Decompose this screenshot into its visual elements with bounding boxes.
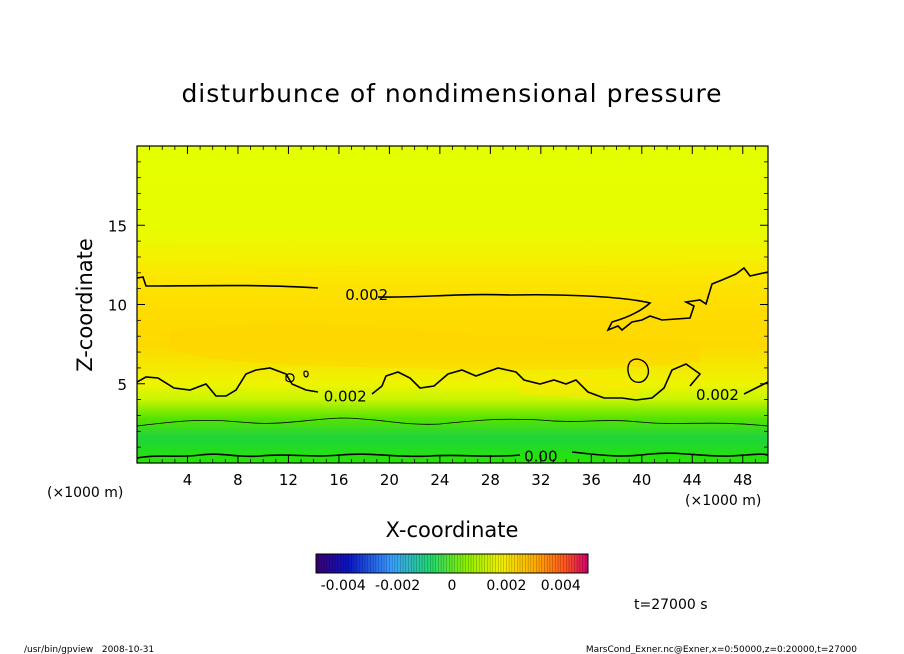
x-tick-label: 20 [380, 471, 399, 489]
contour-upper-0.002 [137, 266, 768, 332]
contour-closed-0.002 [627, 358, 650, 383]
colorbar-tick-label: 0.002 [486, 578, 526, 594]
x-tick-label: 4 [183, 471, 193, 489]
contour-thin [137, 417, 768, 427]
x-unit-label: (×1000 m) [685, 493, 761, 509]
colorbar-tick-label: -0.004 [321, 578, 366, 594]
chart-title: disturbunce of nondimensional pressure [181, 79, 722, 108]
time-label: t=27000 s [634, 597, 708, 613]
footer-left: /usr/bin/gpview 2008-10-31 [24, 645, 154, 654]
x-axis-label: X-coordinate [386, 518, 519, 542]
x-tick-label: 44 [683, 471, 702, 489]
y-tick-label: 5 [117, 376, 127, 394]
contour-label: 0.002 [345, 286, 388, 304]
colorbar-tick-label: -0.002 [375, 578, 420, 594]
colorbar-ticks: -0.004 -0.002 0 0.002 0.004 [321, 578, 581, 594]
colorbar: -0.004 -0.002 0 0.002 0.004 [315, 553, 589, 594]
colorbar-tick-label: 0 [448, 578, 457, 594]
y-tick-label: 15 [108, 217, 127, 235]
x-tick-label: 24 [430, 471, 449, 489]
y-unit-label: (×1000 m) [47, 485, 123, 501]
colorbar-frame [315, 553, 589, 574]
y-tick-label: 10 [108, 297, 127, 315]
contour-bottom-0.00 [137, 451, 768, 459]
colorbar-tick-label: 0.004 [541, 578, 581, 594]
footer-right: MarsCond_Exner.nc@Exner,x=0:50000,z=0:20… [586, 645, 857, 654]
contour-label: 0.002 [696, 386, 739, 404]
y-axis: 5 10 15 [108, 161, 768, 448]
contour-lower-0.002 [137, 363, 768, 401]
y-axis-label: Z-coordinate [73, 238, 97, 372]
x-tick-label: 12 [279, 471, 298, 489]
scalar-field [137, 146, 768, 463]
x-tick-label: 16 [329, 471, 348, 489]
field-patch [170, 322, 700, 370]
x-tick-label: 48 [733, 471, 752, 489]
x-tick-label: 32 [531, 471, 550, 489]
x-tick-label: 36 [582, 471, 601, 489]
field-patch [137, 240, 768, 266]
x-tick-label: 40 [632, 471, 651, 489]
contour-closed-0.002 [285, 370, 309, 383]
x-tick-label: 28 [481, 471, 500, 489]
x-tick-label: 8 [233, 471, 243, 489]
colorbar-level-lines [318, 554, 586, 573]
contour-label: 0.002 [324, 387, 367, 405]
x-axis: 4 8 12 16 20 24 28 32 36 40 44 48 [149, 146, 756, 489]
